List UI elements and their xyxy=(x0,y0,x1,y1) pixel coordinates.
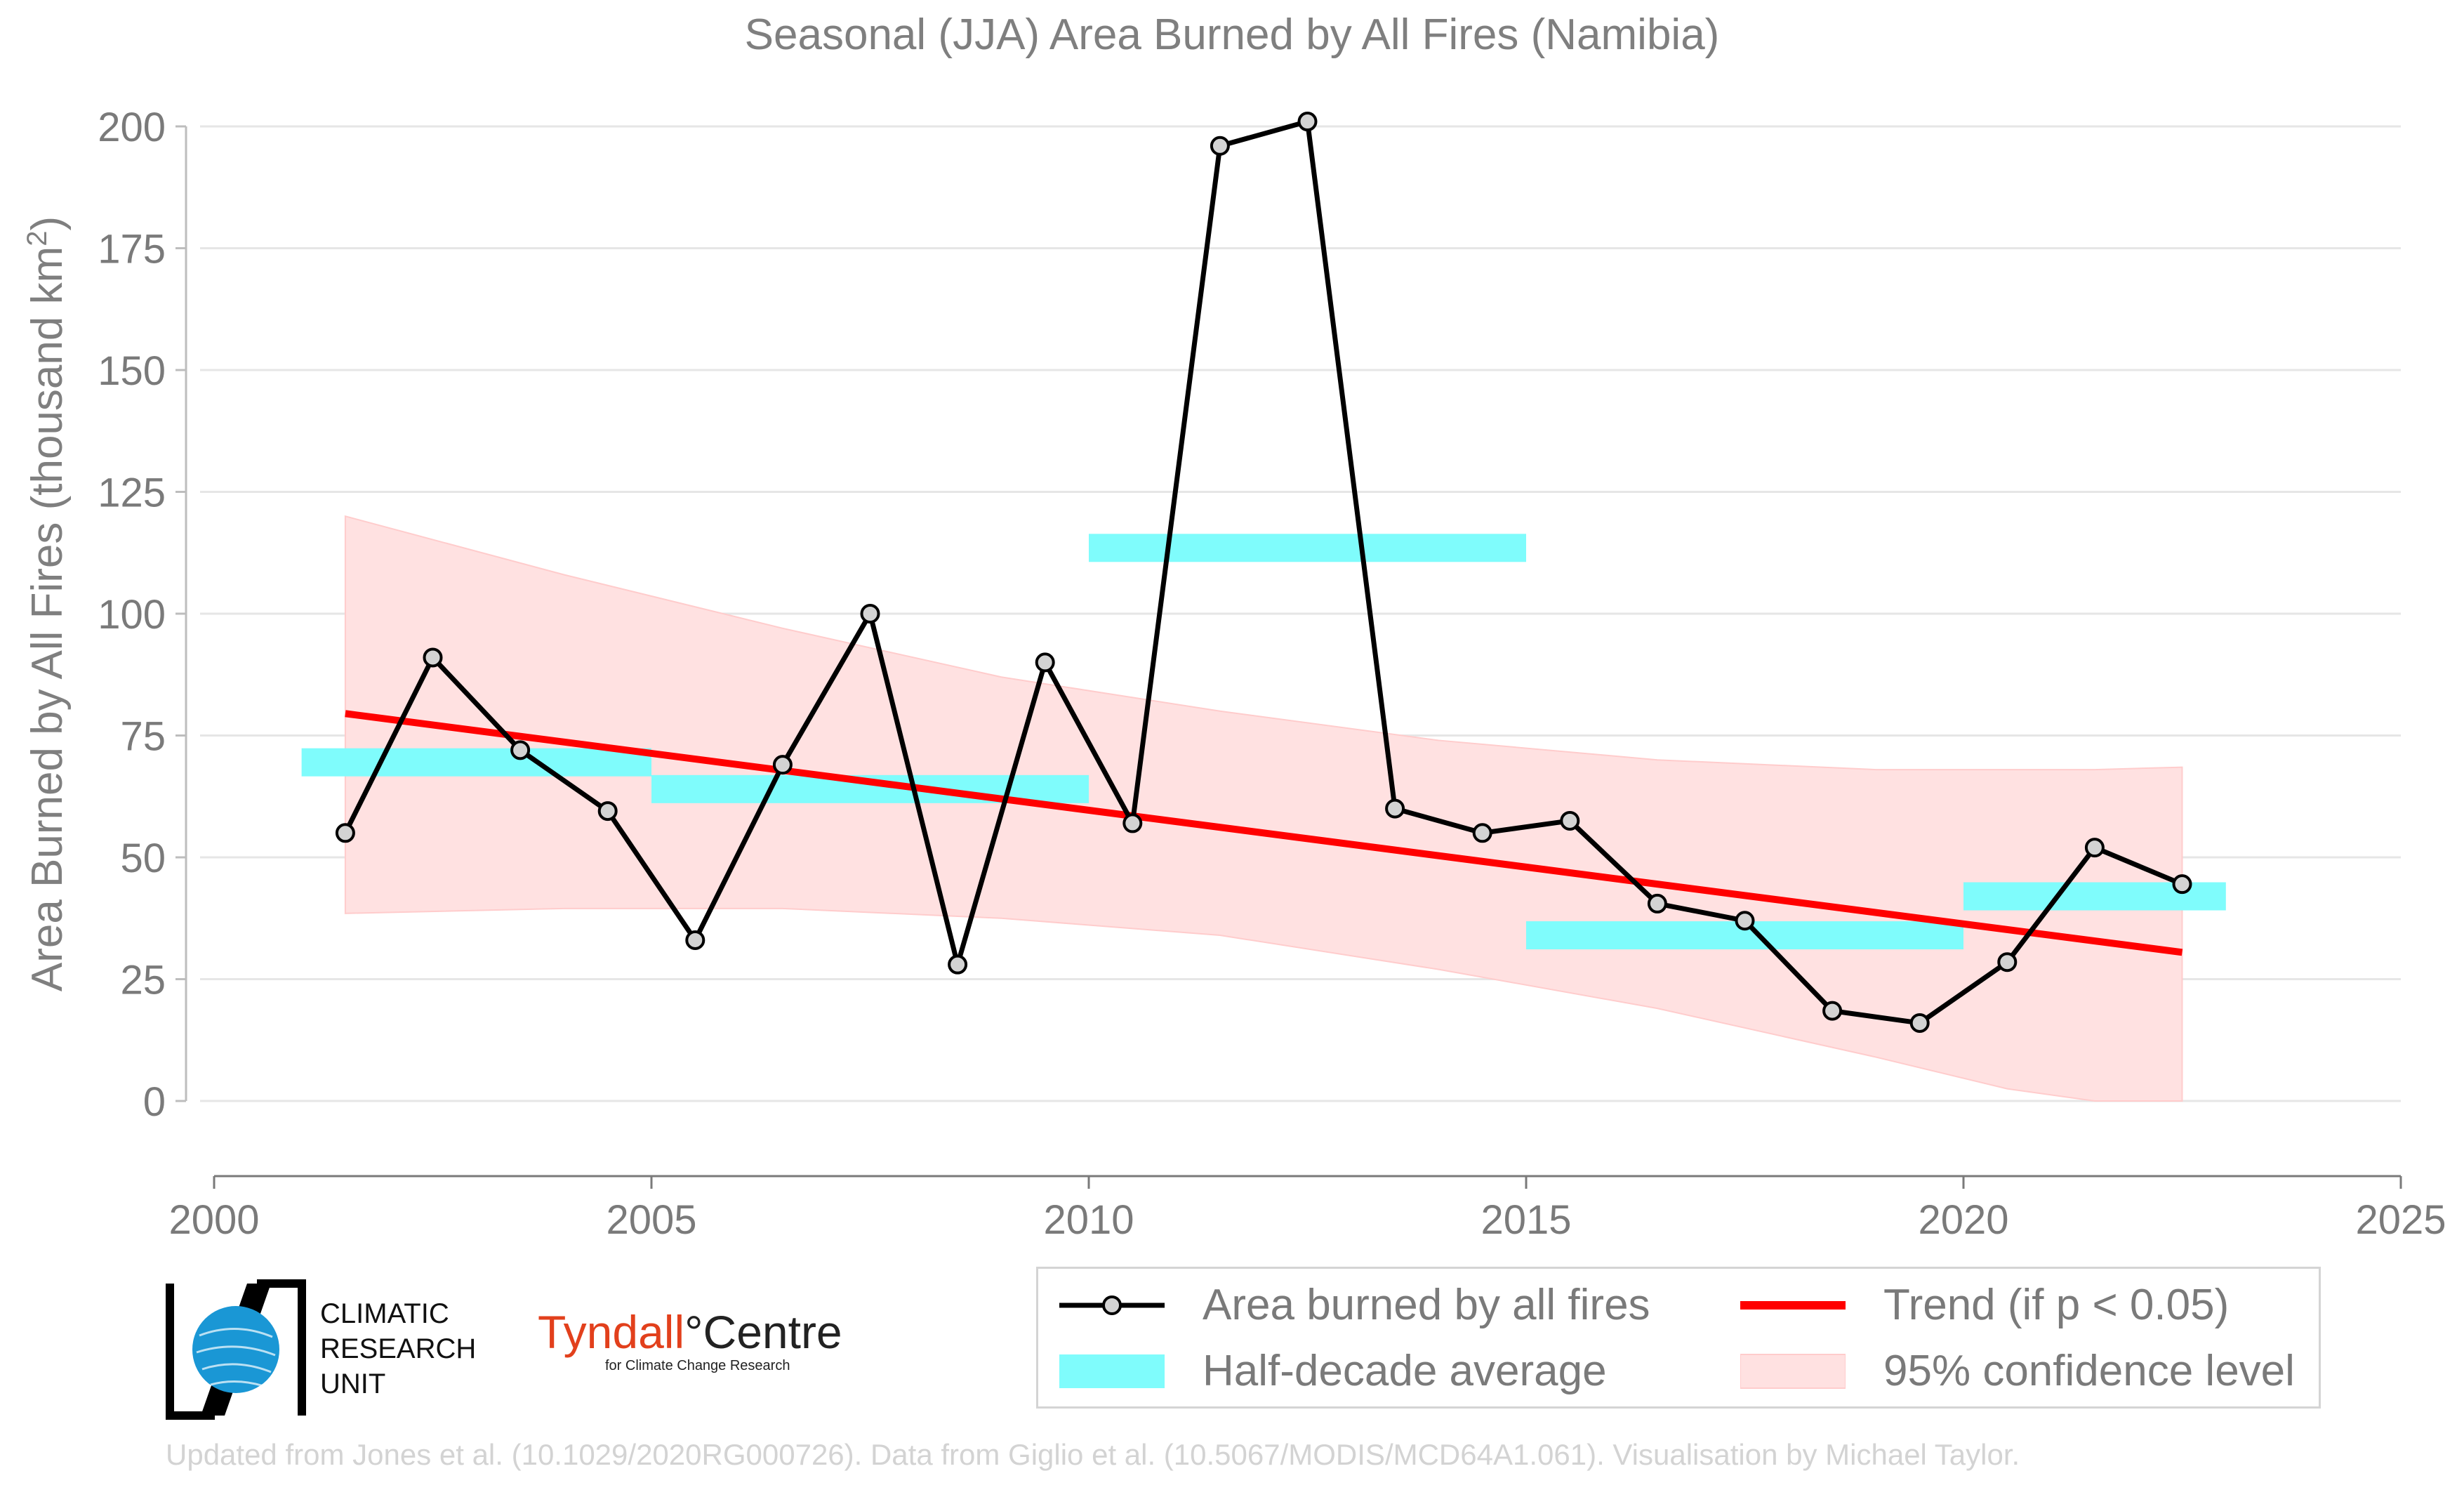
half-decade-bar-0 xyxy=(301,748,651,777)
data-point-2007.5 xyxy=(860,604,880,624)
y-tick-label-125: 125 xyxy=(98,470,166,516)
legend-item-series: Area burned by all fires xyxy=(1059,1280,1650,1330)
legend-trend-line-icon xyxy=(1740,1286,1846,1325)
legend-average-swatch-icon xyxy=(1059,1352,1165,1391)
confidence-band xyxy=(344,515,2183,1102)
trend-line xyxy=(345,710,2183,956)
data-point-2020.5 xyxy=(1997,952,2018,972)
data-point-2013.5 xyxy=(1385,798,1405,819)
tyndall-centre: Centre xyxy=(703,1306,842,1358)
data-point-2022.5 xyxy=(2172,874,2192,895)
legend: Area burned by all fires Trend (if p < 0… xyxy=(1036,1267,2321,1409)
cru-line-1: CLIMATIC xyxy=(320,1298,449,1329)
trend-layer xyxy=(345,710,2183,956)
y-tick-label-25: 25 xyxy=(120,958,166,1003)
tyndall-degree: ° xyxy=(684,1306,703,1358)
credit-text: Updated from Jones et al. (10.1029/2020R… xyxy=(166,1438,2020,1471)
y-tick-label-50: 50 xyxy=(120,836,166,881)
y-tick-label-200: 200 xyxy=(98,105,166,150)
tyndall-name: Tyndall xyxy=(538,1306,685,1358)
legend-label-confidence: 95% confidence level xyxy=(1883,1347,2295,1395)
x-tick-label-2025: 2025 xyxy=(2355,1197,2446,1243)
legend-label-average: Half-decade average xyxy=(1203,1347,1607,1395)
y-tick-label-100: 100 xyxy=(98,592,166,638)
x-tick-label-2010: 2010 xyxy=(1043,1197,1134,1243)
legend-confidence-swatch-icon xyxy=(1740,1352,1846,1391)
cru-logo-text: CLIMATIC RESEARCH UNIT xyxy=(320,1296,476,1402)
y-tick-label-75: 75 xyxy=(120,714,166,760)
half-decade-average-layer xyxy=(301,534,2226,950)
cru-line-2: RESEARCH xyxy=(320,1333,477,1364)
data-point-2006.5 xyxy=(772,755,793,775)
y-axis-label: Area Burned by All Fires (thousand km2) xyxy=(22,216,72,991)
data-point-2019.5 xyxy=(1909,1013,1930,1033)
tyndall-subtitle: for Climate Change Research xyxy=(605,1358,790,1373)
x-tick-label-2005: 2005 xyxy=(606,1197,696,1243)
x-tick-label-2015: 2015 xyxy=(1481,1197,1571,1243)
data-point-2004.5 xyxy=(597,801,618,822)
legend-label-series: Area burned by all fires xyxy=(1203,1281,1650,1329)
data-point-2014.5 xyxy=(1472,823,1492,843)
series-line-0 xyxy=(343,119,2183,1026)
y-tick-label-175: 175 xyxy=(98,227,166,272)
legend-line-marker-icon xyxy=(1059,1286,1165,1325)
data-point-2001.5 xyxy=(335,823,355,843)
data-point-2002.5 xyxy=(423,647,443,668)
x-tick-label-2000: 2000 xyxy=(168,1197,259,1243)
legend-item-confidence: 95% confidence level xyxy=(1740,1346,2295,1396)
legend-label-trend: Trend (if p < 0.05) xyxy=(1883,1281,2230,1329)
cru-logo: CLIMATIC RESEARCH UNIT xyxy=(166,1279,503,1427)
series-layer xyxy=(335,112,2192,1033)
data-point-2016.5 xyxy=(1647,893,1667,914)
axes: 0 25 50 75 100 125 150 175 200 2000 2005 2010 2015 20… xyxy=(98,105,2446,1243)
y-tick-label-0: 0 xyxy=(143,1079,166,1125)
data-point-2015.5 xyxy=(1560,810,1580,831)
cru-globe-icon xyxy=(166,1279,306,1420)
data-point-2010.5 xyxy=(1122,813,1143,833)
data-point-2012.5 xyxy=(1297,112,1318,132)
data-point-2011.5 xyxy=(1210,136,1230,156)
data-point-2021.5 xyxy=(2084,838,2105,858)
half-decade-bar-2 xyxy=(1089,534,1526,562)
legend-item-average: Half-decade average xyxy=(1059,1346,1607,1396)
data-point-2008.5 xyxy=(948,954,968,975)
data-point-2009.5 xyxy=(1035,652,1055,673)
data-point-2017.5 xyxy=(1735,911,1755,931)
y-tick-label-150: 150 xyxy=(98,348,166,394)
x-tick-label-2020: 2020 xyxy=(1918,1197,2008,1243)
data-point-2003.5 xyxy=(510,740,531,760)
cru-line-3: UNIT xyxy=(320,1369,386,1399)
data-point-2018.5 xyxy=(1822,1001,1843,1021)
legend-item-trend: Trend (if p < 0.05) xyxy=(1740,1280,2229,1330)
tyndall-logo: Tyndall°Centre for Climate Change Resear… xyxy=(538,1306,842,1392)
confidence-band-layer xyxy=(344,515,2183,1102)
chart-title: Seasonal (JJA) Area Burned by All Fires … xyxy=(744,11,1720,59)
data-point-2005.5 xyxy=(685,930,706,950)
